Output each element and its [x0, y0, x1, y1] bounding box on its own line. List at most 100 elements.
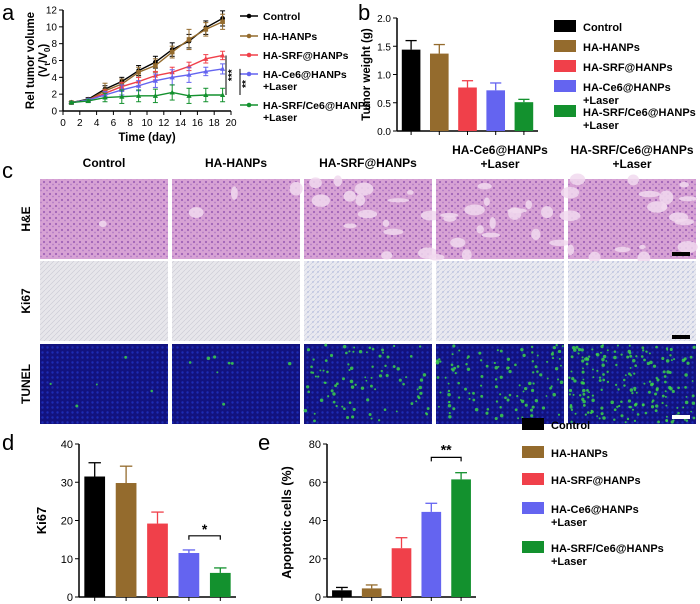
tunel-positive-cell: [354, 383, 357, 386]
he-clear-area: [354, 182, 374, 196]
tunel-positive-cell: [368, 346, 372, 349]
tunel-positive-cell: [467, 355, 470, 358]
he-clear-area: [461, 249, 472, 261]
data-point: [152, 93, 158, 98]
legend-marker: [246, 52, 252, 58]
tunel-positive-cell: [516, 395, 519, 398]
data-point: [119, 93, 125, 99]
legend-marker: [246, 102, 252, 108]
tunel-positive-cell: [531, 351, 534, 354]
series-line-2: [71, 54, 223, 104]
data-point: [203, 92, 209, 98]
tunel-positive-cell: [657, 420, 660, 424]
tunel-positive-cell: [381, 348, 385, 352]
x-tick-label: 4: [94, 118, 100, 129]
bar-4: [209, 572, 231, 597]
tunel-positive-cell: [450, 363, 454, 367]
tunel-positive-cell: [310, 365, 313, 369]
he-clear-area: [639, 244, 646, 250]
tunel-positive-cell: [468, 392, 471, 395]
tunel-positive-cell: [613, 408, 617, 412]
tunel-positive-cell: [644, 411, 648, 415]
x-tick-label: 16: [192, 118, 204, 129]
panel-label-a: a: [2, 0, 15, 25]
tunel-positive-cell: [216, 371, 219, 374]
tunel-positive-cell: [522, 353, 526, 358]
tunel-positive-cell: [396, 367, 400, 371]
tunel-positive-cell: [507, 366, 510, 369]
tunel-positive-cell: [417, 396, 421, 400]
tunel-positive-cell: [384, 364, 387, 368]
tunel-positive-cell: [574, 412, 577, 415]
sig-bracket: [188, 535, 221, 540]
tunel-positive-cell: [468, 397, 471, 400]
tunel-positive-cell: [75, 404, 79, 408]
tunel-positive-cell: [627, 399, 632, 403]
tunel-positive-cell: [664, 395, 667, 398]
legend-e: Control HA-HANPs HA-SRF@HANPs HA-Ce6@HANPs +…: [522, 418, 664, 568]
legend-label: Control: [263, 11, 300, 23]
tunel-positive-cell: [629, 354, 633, 358]
tunel-positive-cell: [497, 365, 500, 368]
tunel-positive-cell: [452, 344, 456, 348]
y-tick-label: 40: [61, 439, 73, 451]
legend-label-3: HA-Ce6@HANPs +Laser: [551, 504, 639, 529]
tunel-positive-cell: [615, 383, 618, 386]
tunel-positive-cell: [531, 405, 535, 409]
tunel-positive-cell: [557, 413, 561, 416]
ki67-tile-4: [568, 261, 696, 341]
tunel-positive-cell: [448, 415, 452, 419]
tunel-positive-cell: [655, 404, 659, 408]
tunel-positive-cell: [648, 380, 652, 383]
tunel-positive-cell: [670, 420, 674, 424]
tunel-positive-cell: [447, 404, 452, 408]
tunel-positive-cell: [582, 381, 586, 385]
he-clear-area: [464, 204, 485, 216]
tunel-positive-cell: [369, 384, 373, 388]
tunel-tile-3: [436, 344, 564, 424]
tunel-positive-cell: [150, 389, 154, 393]
tunel-positive-cell: [365, 379, 368, 382]
tunel-positive-cell: [648, 352, 651, 355]
tunel-positive-cell: [370, 376, 373, 379]
he-clear-area: [659, 190, 674, 205]
tunel-positive-cell: [380, 369, 383, 373]
tunel-positive-cell: [378, 354, 382, 358]
tunel-positive-cell: [617, 388, 620, 391]
tunel-positive-cell: [352, 350, 355, 353]
tunel-positive-cell: [448, 412, 451, 415]
tunel-positive-cell: [303, 408, 308, 413]
tunel-positive-cell: [582, 399, 586, 404]
tunel-positive-cell: [522, 390, 525, 393]
legend-swatch-3: [554, 80, 576, 92]
tunel-positive-cell: [671, 389, 675, 393]
he-clear-area: [525, 200, 533, 210]
tunel-positive-cell: [580, 348, 584, 352]
tunel-positive-cell: [573, 348, 577, 352]
tunel-positive-cell: [496, 349, 499, 352]
tunel-positive-cell: [524, 386, 528, 391]
tunel-positive-cell: [633, 403, 637, 407]
tunel-positive-cell: [559, 364, 562, 367]
tunel-positive-cell: [447, 392, 451, 397]
tunel-positive-cell: [474, 407, 479, 412]
tunel-positive-cell: [650, 405, 655, 409]
tunel-positive-cell: [457, 396, 461, 399]
tunel-positive-cell: [592, 376, 595, 379]
tunel-positive-cell: [448, 400, 451, 404]
tunel-positive-cell: [306, 348, 311, 352]
tunel-positive-cell: [418, 345, 422, 348]
he-clear-area: [569, 173, 586, 186]
tunel-positive-cell: [485, 364, 489, 368]
legend-swatch-0: [554, 20, 576, 32]
tunel-positive-cell: [684, 400, 689, 405]
tunel-positive-cell: [605, 360, 608, 362]
tunel-positive-cell: [640, 355, 644, 358]
tunel-positive-cell: [550, 352, 554, 356]
he-clear-area: [638, 190, 661, 198]
x-tick-label: 2: [77, 118, 83, 129]
tunel-positive-cell: [600, 351, 602, 354]
tunel-positive-cell: [582, 403, 586, 407]
tunel-positive-cell: [589, 411, 593, 415]
